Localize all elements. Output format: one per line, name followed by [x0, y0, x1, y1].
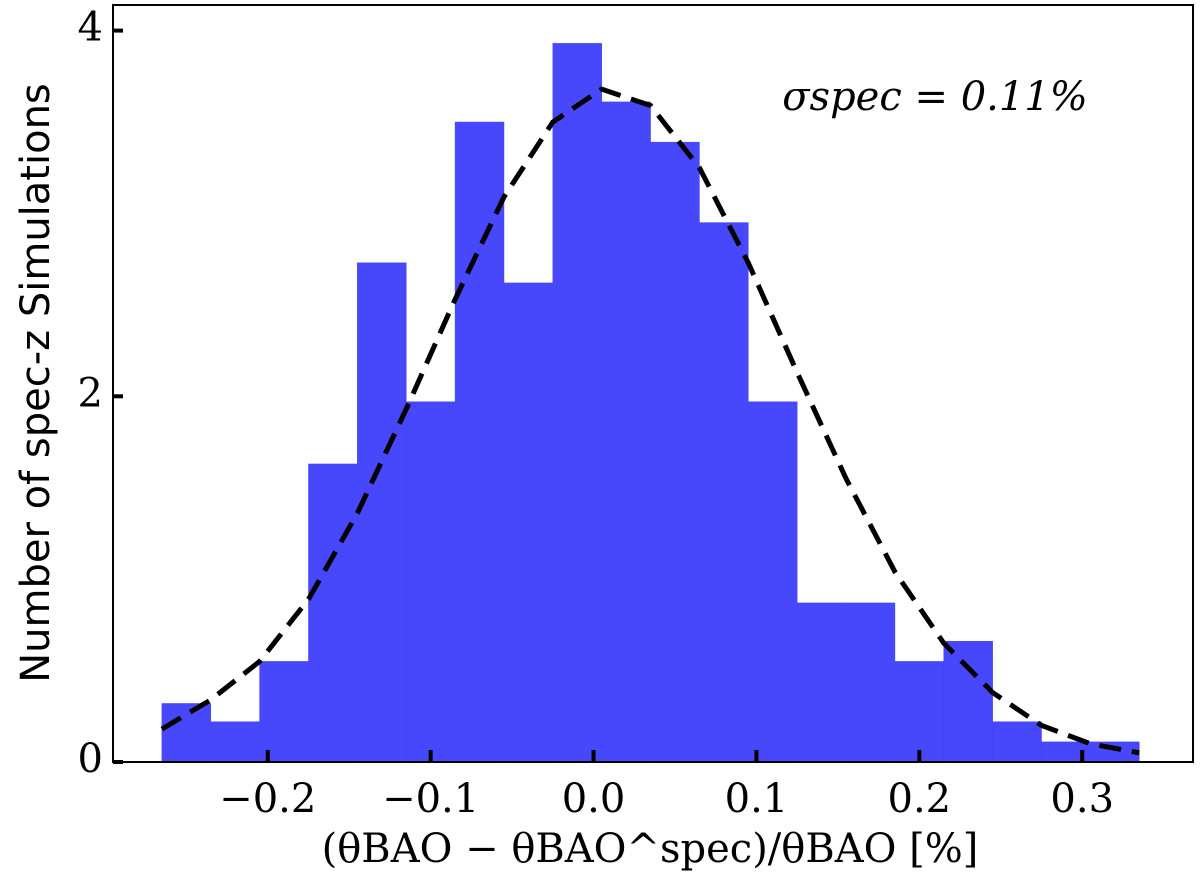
bar	[601, 101, 651, 763]
bar	[992, 721, 1042, 763]
bar	[503, 282, 554, 763]
bar	[552, 43, 602, 763]
bar	[210, 721, 260, 763]
x-tick-label: 0.0	[562, 776, 626, 822]
x-tick-label: 0.2	[888, 776, 952, 822]
bar	[357, 262, 407, 763]
annotation: σspec = 0.11%	[782, 74, 1088, 120]
bar	[650, 141, 700, 763]
x-axis-label: (θBAO − θBAO^spec)/θBAO [%]	[322, 826, 979, 872]
y-tick-label: 2	[78, 370, 103, 416]
bar	[308, 463, 358, 763]
x-tick-label: 0.3	[1050, 776, 1114, 822]
x-tick-label: 0.1	[725, 776, 789, 822]
fit-curve	[160, 86, 1140, 756]
x-tick-label: −0.1	[382, 776, 479, 822]
bar	[259, 661, 309, 763]
y-axis-label: Number of spec-z Simulations	[13, 83, 59, 683]
bar	[894, 661, 945, 763]
plot-frame	[112, 4, 1194, 763]
y-tick-label: 0	[78, 736, 103, 782]
bar	[796, 602, 847, 763]
bar	[943, 641, 993, 763]
bar	[845, 602, 896, 763]
y-tick-label: 4	[78, 5, 103, 51]
x-tick-label: −0.2	[219, 776, 316, 822]
bar	[748, 401, 798, 763]
bar	[161, 703, 211, 763]
bar	[405, 401, 456, 763]
bar	[699, 222, 749, 763]
bar	[454, 121, 505, 763]
